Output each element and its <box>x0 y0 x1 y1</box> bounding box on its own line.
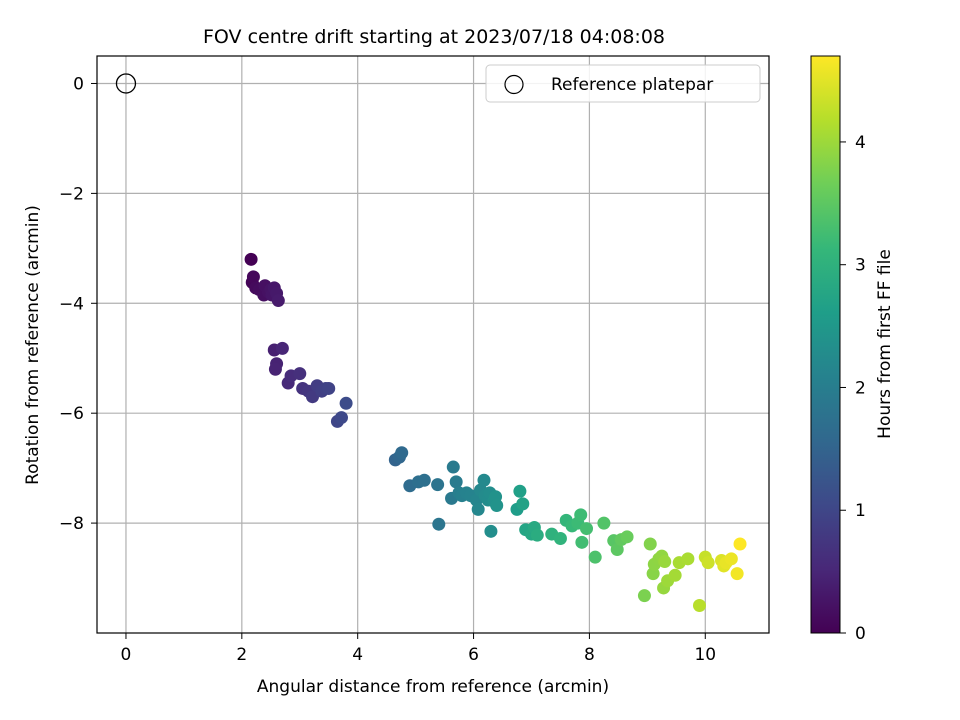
data-point <box>431 478 445 492</box>
data-point <box>620 530 634 544</box>
data-point <box>724 552 738 566</box>
data-point <box>246 270 260 284</box>
data-point <box>322 381 336 395</box>
y-tick-label: −8 <box>59 514 84 534</box>
y-axis-label: Rotation from reference (arcmin) <box>23 205 43 485</box>
data-point <box>574 508 588 522</box>
colorbar <box>810 55 841 634</box>
x-tick-label: 4 <box>352 645 363 665</box>
data-point <box>417 473 431 487</box>
colorbar-tick-label: 1 <box>855 501 866 521</box>
data-point <box>553 531 567 545</box>
y-tick-label: 0 <box>73 74 84 94</box>
x-tick-label: 10 <box>694 645 716 665</box>
colorbar-tick-label: 4 <box>855 133 866 153</box>
y-tick-label: −4 <box>59 294 84 314</box>
y-tick-label: −6 <box>59 404 84 424</box>
reference-marker-group <box>115 73 137 94</box>
colorbar-tick-label: 2 <box>855 378 866 398</box>
y-axis-ticks: 0 −2 −4 −6 −8 <box>59 74 97 534</box>
data-point <box>580 522 594 536</box>
data-point <box>733 537 747 551</box>
data-point <box>471 502 485 516</box>
data-point <box>516 497 530 511</box>
colorbar-tick-label: 0 <box>855 624 866 644</box>
legend-entry: Reference platepar <box>551 75 713 95</box>
x-tick-label: 2 <box>236 645 247 665</box>
data-point <box>339 396 353 410</box>
data-point <box>575 535 589 549</box>
x-tick-label: 6 <box>468 645 479 665</box>
data-point <box>293 367 307 381</box>
data-point <box>610 542 624 556</box>
data-point <box>513 484 527 498</box>
data-point <box>668 568 682 582</box>
data-point <box>268 362 282 376</box>
data-point <box>597 516 611 530</box>
data-point <box>477 473 491 487</box>
reference-platepar-marker <box>115 73 137 94</box>
data-point <box>692 599 706 613</box>
data-point <box>432 517 446 531</box>
grid-lines <box>97 56 769 633</box>
colorbar-tick-label: 3 <box>855 256 866 276</box>
data-point <box>446 460 460 474</box>
data-point <box>395 446 409 460</box>
data-point <box>271 294 285 308</box>
chart-title: FOV centre drift starting at 2023/07/18 … <box>203 26 665 48</box>
data-point <box>643 537 657 551</box>
x-axis-label: Angular distance from reference (arcmin) <box>257 677 609 697</box>
data-point <box>490 499 504 513</box>
data-point <box>484 524 498 538</box>
plot-frame <box>96 55 770 634</box>
legend: Reference platepar <box>485 64 761 103</box>
data-point <box>449 475 463 489</box>
legend-marker <box>504 74 524 95</box>
data-point <box>244 252 258 266</box>
data-point <box>658 555 672 569</box>
legend-box <box>485 64 761 103</box>
data-point <box>681 552 695 566</box>
data-point <box>275 341 289 355</box>
data-point <box>530 528 544 542</box>
x-tick-label: 0 <box>121 645 132 665</box>
x-tick-label: 8 <box>584 645 595 665</box>
data-point <box>334 411 348 425</box>
y-tick-label: −2 <box>59 184 84 204</box>
colorbar-ticks: 0 1 2 3 4 <box>840 133 866 644</box>
colorbar-label: Hours from first FF file <box>875 249 895 439</box>
data-point <box>701 556 715 570</box>
data-point <box>730 567 744 581</box>
data-point <box>588 550 602 564</box>
data-point <box>637 589 651 603</box>
scatter-points <box>244 252 747 613</box>
x-axis-ticks: 0 2 4 6 8 10 <box>121 633 716 665</box>
